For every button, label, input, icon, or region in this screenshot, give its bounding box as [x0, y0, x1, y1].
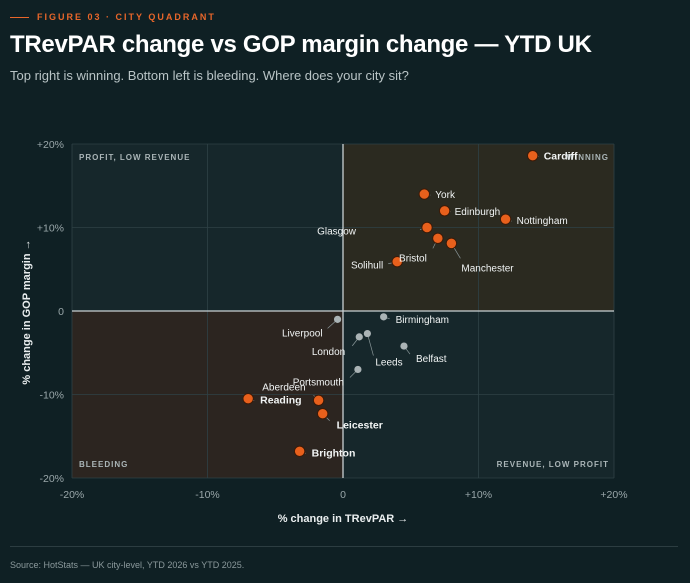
label-aberdeen: Aberdeen: [262, 382, 305, 393]
y-tick-label: -10%: [39, 390, 64, 402]
x-tick-label: -20%: [60, 489, 85, 501]
label-glasgow: Glasgow: [317, 227, 357, 238]
page-subtitle: Top right is winning. Bottom left is ble…: [10, 68, 409, 83]
label-reading: Reading: [260, 395, 301, 407]
point-glasgow: [421, 221, 433, 234]
page-title: TRevPAR change vs GOP margin change — YT…: [10, 31, 592, 58]
point-solihull: [391, 256, 403, 268]
zero-axes: [72, 144, 614, 478]
kicker-text: FIGURE 03 · CITY QUADRANT: [37, 12, 216, 22]
quadrant-label-bottom-left: BLEEDING: [79, 460, 128, 469]
label-manchester: Manchester: [461, 263, 514, 274]
point-edinburgh: [438, 205, 451, 217]
point-leicester: [316, 408, 329, 420]
point-portsmouth: [354, 365, 362, 374]
x-axis-label: % change in TRevPAR →: [278, 513, 409, 525]
point-york: [418, 188, 430, 200]
point-manchester: [445, 237, 458, 250]
label-bristol: Bristol: [399, 253, 427, 264]
point-liverpool: [333, 315, 342, 323]
point-brighton: [293, 445, 306, 457]
x-tick-label: -10%: [195, 489, 220, 501]
label-nottingham: Nottingham: [517, 216, 568, 227]
label-brighton: Brighton: [312, 447, 356, 459]
label-cardiff: Cardiff: [544, 151, 578, 163]
point-birmingham: [380, 313, 388, 321]
label-london: London: [312, 347, 345, 358]
point-nottingham: [499, 213, 512, 225]
city-labels: Cardiff York Edinburgh Nottingham Glasgow Bri…: [260, 151, 578, 460]
point-london: [355, 333, 363, 341]
label-birmingham: Birmingham: [396, 315, 449, 326]
x-tick-label: 0: [340, 489, 346, 501]
tick-labels: -20% -10% 0 +10% +20% +20% +10% 0 -10% -20%: [37, 139, 628, 501]
point-belfast: [400, 342, 408, 350]
point-leeds: [363, 329, 371, 338]
footer-divider: [10, 546, 678, 547]
quadrant-label-bottom-right: REVENUE, LOW PROFIT: [497, 460, 609, 469]
y-tick-label: -20%: [39, 473, 64, 485]
quadrant-label-top-left: PROFIT, LOW REVENUE: [79, 153, 190, 162]
label-portsmouth: Portsmouth: [293, 377, 344, 388]
y-tick-label: 0: [58, 306, 64, 318]
figure-kicker: FIGURE 03 · CITY QUADRANT: [10, 12, 216, 22]
source-note: Source: HotStats — UK city-level, YTD 20…: [10, 560, 245, 570]
quadrant-label-top-right: WINNING: [566, 153, 609, 162]
data-points: [242, 149, 539, 457]
label-leeds: Leeds: [375, 358, 402, 369]
point-aberdeen: [312, 394, 325, 407]
kicker-rule: [10, 16, 29, 18]
x-tick-label: +10%: [465, 489, 492, 501]
x-tick-label: +20%: [600, 489, 627, 501]
label-belfast: Belfast: [416, 354, 447, 365]
y-tick-label: +10%: [37, 223, 64, 235]
label-edinburgh: Edinburgh: [455, 207, 501, 218]
y-tick-label: +20%: [37, 139, 64, 151]
point-cardiff: [527, 149, 539, 162]
label-leicester: Leicester: [337, 420, 383, 432]
point-bristol: [432, 232, 444, 245]
point-reading: [242, 392, 254, 405]
leader-leeds: [367, 333, 374, 356]
quadrant-labels: PROFIT, LOW REVENUE WINNING BLEEDING REVENU…: [79, 153, 609, 469]
label-liverpool: Liverpool: [282, 328, 323, 339]
label-solihull: Solihull: [351, 261, 383, 272]
y-axis-label: % change in GOP margin →: [21, 239, 33, 384]
label-york: York: [435, 190, 456, 201]
